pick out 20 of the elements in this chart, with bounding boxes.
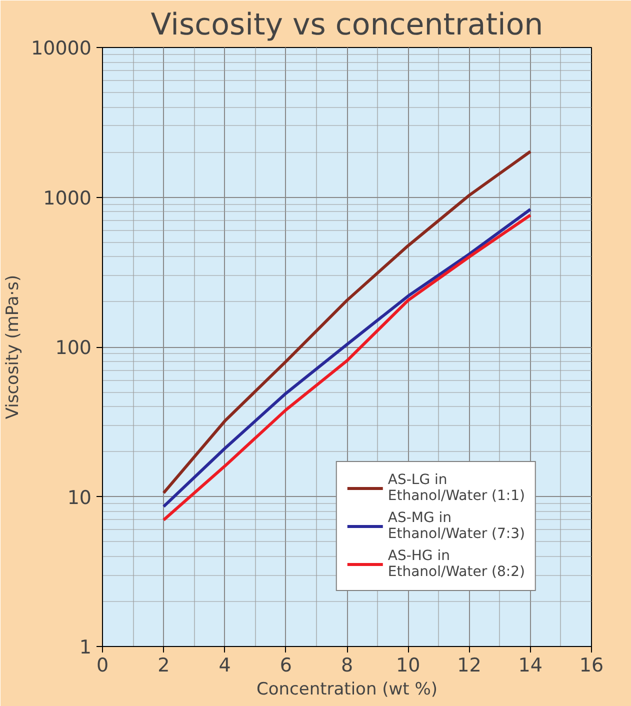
x-tick-label: 12: [457, 654, 482, 676]
x-tick-label: 16: [579, 654, 604, 676]
x-tick-label: 6: [280, 654, 292, 676]
y-tick-label: 1: [79, 636, 92, 658]
x-axis-title: Concentration (wt %): [256, 680, 438, 700]
x-tick-label: 0: [96, 654, 109, 676]
y-tick-label: 10: [67, 486, 92, 509]
x-tick-label: 8: [340, 654, 354, 676]
y-tick-label: 10000: [31, 38, 92, 60]
y-tick-label: 100: [55, 337, 92, 359]
x-tick-label: 14: [518, 654, 542, 676]
x-tick-label: 2: [158, 654, 170, 676]
legend-label: AS-HG in Ethanol/Water (8:2): [388, 548, 525, 580]
legend-label: AS-MG in Ethanol/Water (7:3): [388, 510, 525, 542]
y-tick-label: 1000: [43, 187, 92, 210]
chart-title: Viscosity vs concentration: [150, 8, 544, 42]
x-tick-label: 4: [218, 654, 231, 676]
legend-label: AS-LG in Ethanol/Water (1:1): [388, 472, 525, 504]
y-axis-title: Viscosity (mPa·s): [3, 274, 24, 420]
x-tick-label: 10: [396, 654, 420, 676]
